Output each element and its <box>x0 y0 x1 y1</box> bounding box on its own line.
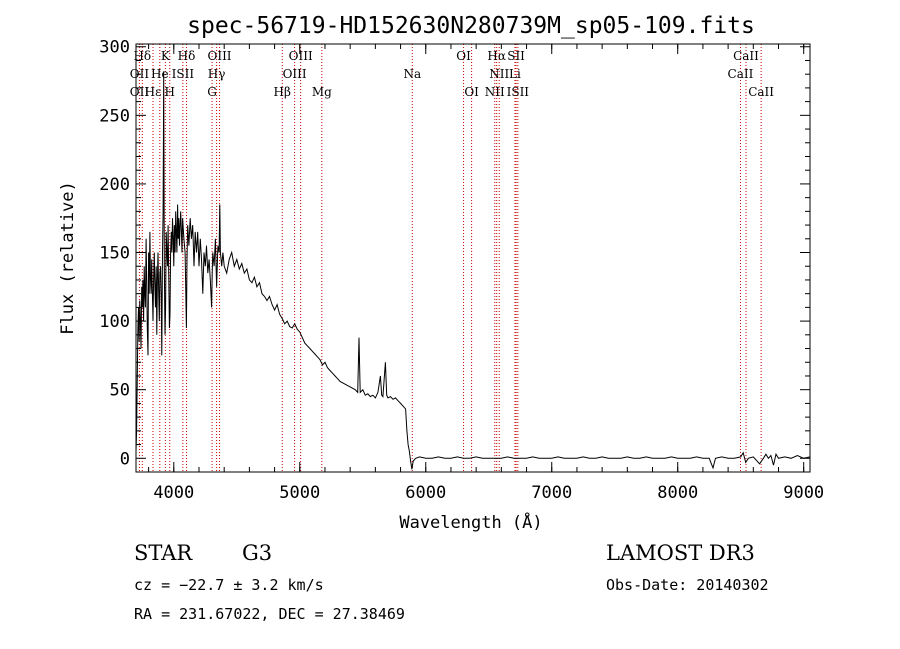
marker-label: Hγ <box>208 67 226 81</box>
obs-date-text: Obs-Date: 20140302 <box>606 576 769 594</box>
marker-label: Na <box>403 67 421 81</box>
survey-name: LAMOST DR3 <box>606 541 755 565</box>
y-tick-label: 300 <box>99 38 130 58</box>
marker-label: Hα <box>487 49 506 63</box>
object-class: STAR <box>134 541 193 565</box>
marker-label: ISII <box>172 67 195 81</box>
marker-label: Hβ <box>274 85 291 99</box>
marker-label: OIII <box>289 49 313 63</box>
x-tick-label: 8000 <box>657 483 698 503</box>
marker-label: He <box>151 67 169 81</box>
redshift-text: cz = −22.7 ± 3.2 km/s <box>134 576 324 594</box>
marker-label: NII <box>485 85 505 99</box>
y-tick-label: 100 <box>99 312 130 332</box>
x-axis-label: Wavelength (Å) <box>399 511 542 533</box>
marker-label: OI <box>456 49 471 63</box>
marker-label: CaII <box>733 49 759 63</box>
marker-label: CaII <box>728 67 754 81</box>
chart-title: spec-56719-HD152630N280739M_sp05-109.fit… <box>187 13 755 39</box>
y-tick-label: 150 <box>99 244 130 264</box>
object-subclass: G3 <box>242 541 272 565</box>
y-axis-label: Flux (relative) <box>58 181 78 335</box>
marker-label: Hε <box>145 85 162 99</box>
marker-label: K <box>161 49 171 63</box>
x-tick-label: 5000 <box>279 483 320 503</box>
coordinates-text: RA = 231.67022, DEC = 27.38469 <box>134 605 405 623</box>
y-tick-label: 200 <box>99 175 130 195</box>
y-tick-label: 0 <box>120 449 130 469</box>
spectrum-line <box>135 71 811 470</box>
marker-label: Mg <box>312 85 332 99</box>
marker-label: G <box>207 85 217 99</box>
marker-label: H <box>165 85 175 99</box>
marker-label: ISII <box>507 85 530 99</box>
marker-label: NII <box>489 67 509 81</box>
emission-line-markers <box>138 44 762 472</box>
plot-frame <box>135 43 811 473</box>
y-tick-label: 50 <box>110 381 130 401</box>
marker-label: Hδ <box>133 49 151 63</box>
marker-label: Li <box>509 67 521 81</box>
marker-label: SII <box>507 49 525 63</box>
marker-label: OIII <box>207 49 231 63</box>
marker-label: OII <box>130 85 150 99</box>
marker-label: OIII <box>283 67 307 81</box>
marker-label: OI <box>464 85 479 99</box>
x-axis-ticks: 4000 5000 6000 7000 8000 9000 <box>148 44 824 503</box>
marker-label: Hδ <box>178 49 196 63</box>
x-tick-label: 7000 <box>531 483 572 503</box>
y-axis-ticks: 0 50 100 150 200 250 300 <box>99 38 810 469</box>
marker-label: CaII <box>748 85 774 99</box>
x-tick-label: 6000 <box>405 483 446 503</box>
x-tick-label: 4000 <box>153 483 194 503</box>
x-tick-label: 9000 <box>783 483 824 503</box>
y-tick-label: 250 <box>99 106 130 126</box>
